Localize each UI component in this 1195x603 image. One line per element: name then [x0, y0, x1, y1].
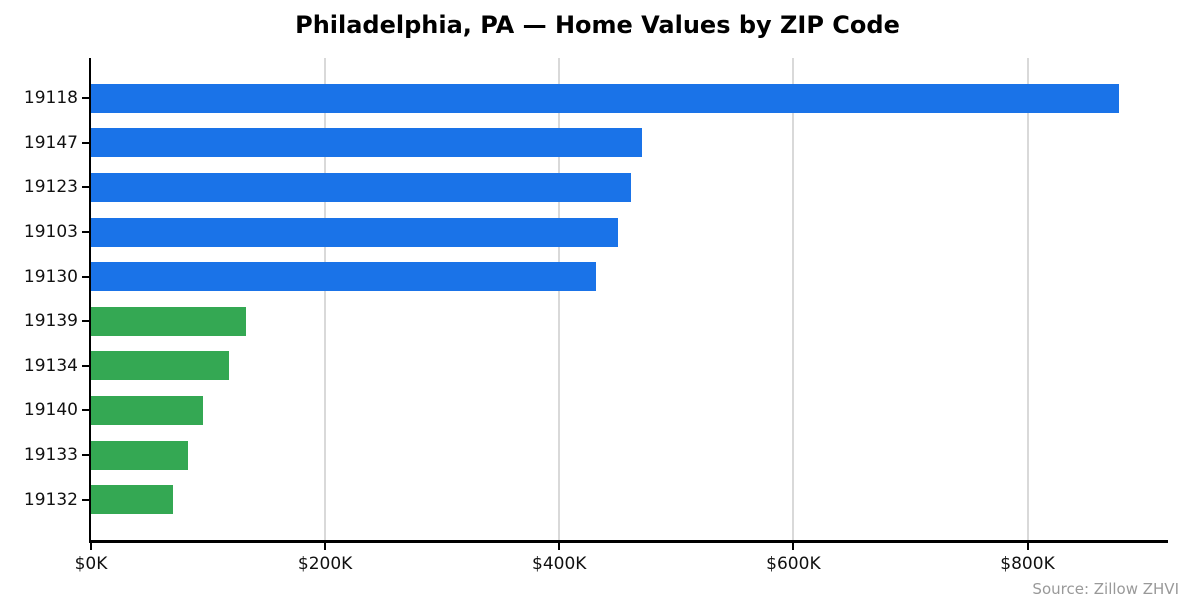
bar-19132 — [91, 485, 173, 515]
y-tick-mark — [82, 454, 89, 457]
y-tick-mark — [82, 409, 89, 412]
bar-rows — [91, 58, 1168, 540]
y-tick-label: 19139 — [23, 311, 78, 332]
bar-19118 — [91, 83, 1119, 113]
x-tick-label: $200K — [297, 554, 353, 574]
bar-row — [91, 76, 1168, 121]
y-label-row: 19118 — [0, 76, 89, 121]
bar-row — [91, 477, 1168, 522]
y-tick-mark — [82, 186, 89, 189]
plot-area — [89, 58, 1168, 543]
bar-row — [91, 254, 1168, 299]
bar-row — [91, 344, 1168, 389]
y-label-row: 19139 — [0, 299, 89, 344]
x-tick-label: $600K — [766, 554, 821, 574]
x-tick-mark — [558, 543, 561, 550]
bar-19133 — [91, 440, 189, 470]
y-tick-mark — [82, 498, 89, 501]
y-tick-label: 19130 — [23, 266, 78, 287]
y-label-row: 19132 — [0, 477, 89, 522]
y-label-row: 19123 — [0, 165, 89, 210]
x-tick-label: $800K — [1000, 554, 1055, 574]
bar-19147 — [91, 128, 643, 158]
y-label-row: 19147 — [0, 121, 89, 166]
bar-19134 — [91, 351, 230, 381]
y-axis-labels: 19118 19147 19123 19103 19130 19139 19134 19140… — [0, 58, 89, 540]
bar-19123 — [91, 172, 631, 202]
y-tick-mark — [82, 141, 89, 144]
y-tick-mark — [82, 275, 89, 278]
y-tick-label: 19118 — [23, 88, 78, 109]
gridline — [558, 58, 561, 540]
bar-row — [91, 165, 1168, 210]
bar-row — [91, 121, 1168, 166]
y-tick-mark — [82, 231, 89, 234]
x-axis: $0K $200K $400K $600K $800K — [75, 543, 1168, 583]
y-label-row: 19130 — [0, 254, 89, 299]
bar-19140 — [91, 395, 204, 425]
chart-title: Philadelphia, PA — Home Values by ZIP Co… — [295, 11, 900, 39]
y-tick-mark — [82, 97, 89, 100]
y-tick-label: 19140 — [23, 400, 78, 421]
y-tick-mark — [82, 364, 89, 367]
x-tick-mark — [792, 543, 795, 550]
y-label-row: 19103 — [0, 210, 89, 255]
bar-19139 — [91, 306, 246, 336]
bar-row — [91, 433, 1168, 478]
gridline — [324, 58, 327, 540]
y-tick-label: 19147 — [23, 132, 78, 153]
y-tick-label: 19134 — [23, 355, 78, 376]
x-tick-mark — [90, 543, 92, 550]
gridline — [1026, 58, 1029, 540]
y-tick-mark — [82, 320, 89, 323]
y-tick-label: 19103 — [23, 222, 78, 243]
y-label-row: 19133 — [0, 433, 89, 478]
x-tick-mark — [324, 543, 327, 550]
bar-row — [91, 388, 1168, 433]
bar-19103 — [91, 217, 618, 247]
bar-19130 — [91, 262, 596, 292]
y-tick-label: 19132 — [23, 489, 78, 510]
x-tick-label: $0K — [74, 554, 108, 574]
x-tick-label: $400K — [532, 554, 587, 574]
y-label-row: 19134 — [0, 344, 89, 389]
y-tick-label: 19123 — [23, 177, 78, 198]
bar-row — [91, 210, 1168, 255]
x-tick-mark — [1026, 543, 1029, 550]
gridline — [792, 58, 795, 540]
source-note: Source: Zillow ZHVI — [1032, 580, 1179, 598]
y-tick-label: 19133 — [23, 445, 78, 466]
y-label-row: 19140 — [0, 388, 89, 433]
bar-row — [91, 299, 1168, 344]
